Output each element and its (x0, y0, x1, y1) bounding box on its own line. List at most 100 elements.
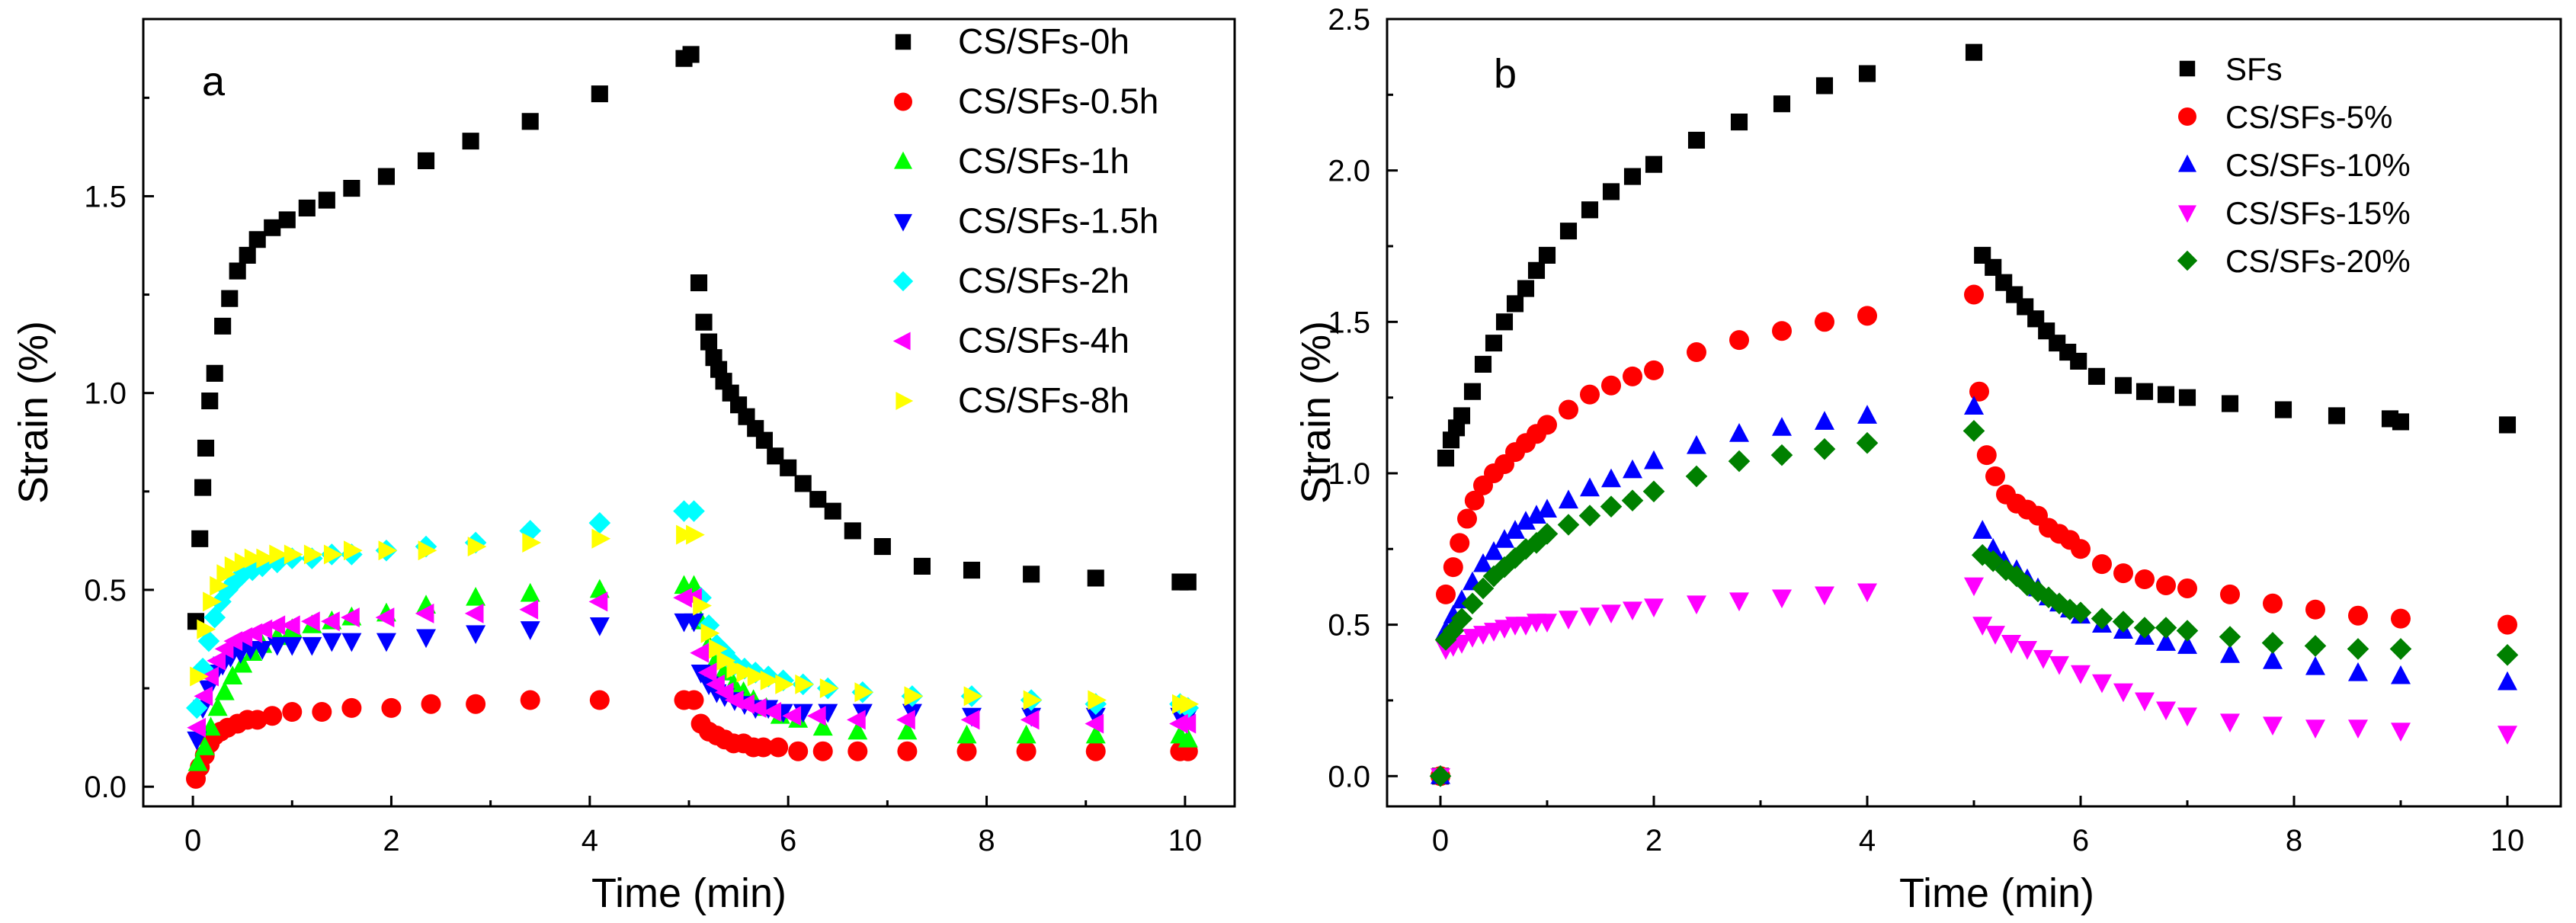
data-point-cs-sfs-5 (1464, 490, 1485, 511)
data-point-cs-sfs-5 (2135, 569, 2155, 590)
data-point-cs-sfs-10 (1495, 529, 1514, 548)
data-point-cs-sfs-0h (591, 85, 608, 103)
y-tick-label: 1.5 (84, 180, 127, 213)
y-tick-label: 1.0 (1328, 457, 1370, 491)
data-point-cs-sfs-10 (1687, 434, 1706, 454)
data-point-cs-sfs-4h (464, 603, 484, 623)
data-point-cs-sfs-15 (2498, 726, 2517, 745)
series-cs-sfs-20 (1429, 420, 2519, 787)
data-point-sfs (1463, 383, 1482, 400)
data-point-cs-sfs-20 (2219, 626, 2241, 648)
data-point-cs-sfs-1h (200, 716, 221, 736)
data-point-cs-sfs-0-5h (466, 694, 486, 714)
data-point-cs-sfs-5 (1580, 384, 1600, 405)
data-point-cs-sfs-1h (466, 586, 486, 606)
data-point-sfs (2498, 416, 2517, 434)
legend-marker-cs-sfs-8h (896, 392, 914, 410)
data-point-cs-sfs-20 (1621, 489, 1644, 512)
data-point-cs-sfs-5 (2498, 614, 2517, 635)
data-point-cs-sfs-20 (1642, 480, 1665, 503)
data-point-cs-sfs-4h (714, 682, 734, 703)
data-point-cs-sfs-0h (194, 479, 212, 496)
y-tick-label: 1.5 (1328, 306, 1370, 339)
data-point-cs-sfs-10 (1729, 423, 1749, 442)
legend-label-cs-sfs-1-5h: CS/SFs-1.5h (958, 201, 1158, 241)
legend-marker-cs-sfs-0-5h (894, 92, 912, 111)
data-point-cs-sfs-8h (854, 682, 874, 703)
data-point-cs-sfs-10 (2348, 662, 2368, 681)
legend-marker-cs-sfs-4h (892, 332, 911, 351)
data-point-cs-sfs-15 (1964, 577, 1984, 597)
data-point-cs-sfs-1h (1177, 728, 1198, 748)
data-point-cs-sfs-8h (819, 678, 839, 699)
data-point-cs-sfs-10 (1537, 498, 1557, 518)
data-point-cs-sfs-1-5h (322, 633, 342, 652)
data-point-cs-sfs-1-5h (267, 636, 287, 656)
data-point-cs-sfs-5 (1601, 375, 1621, 396)
data-point-cs-sfs-0-5h (421, 694, 441, 714)
data-point-sfs (1485, 335, 1503, 352)
panel-label-b: b (1494, 51, 1517, 97)
series-sfs (1431, 43, 2517, 785)
y-tick-label: 2.5 (1328, 3, 1370, 37)
data-point-cs-sfs-1-5h (252, 641, 273, 660)
y-tick-label: 2.0 (1328, 155, 1370, 188)
data-point-cs-sfs-10 (2305, 655, 2325, 675)
data-point-cs-sfs-0-5h (1016, 741, 1036, 761)
data-point-cs-sfs-20 (1461, 592, 1484, 615)
data-point-cs-sfs-0-5h (589, 690, 610, 710)
data-point-sfs (1730, 114, 1748, 131)
data-point-cs-sfs-15 (2049, 655, 2069, 675)
data-point-cs-sfs-15 (1815, 586, 1834, 606)
data-point-cs-sfs-8h (747, 666, 767, 687)
data-point-cs-sfs-8h (418, 540, 437, 561)
data-point-cs-sfs-5 (2071, 539, 2091, 559)
data-point-cs-sfs-15 (1772, 589, 1792, 609)
x-tick-label: 8 (978, 824, 995, 857)
data-point-sfs (2157, 386, 2175, 403)
legend-label-cs-sfs-5: CS/SFs-5% (2225, 99, 2392, 135)
data-point-cs-sfs-5 (1687, 342, 1706, 363)
data-point-cs-sfs-5 (2156, 575, 2176, 595)
data-point-cs-sfs-0-5h (812, 741, 833, 761)
data-point-cs-sfs-15 (2001, 635, 2021, 654)
data-point-sfs (1495, 313, 1514, 331)
data-point-cs-sfs-5 (1969, 381, 1989, 402)
data-point-cs-sfs-0h (824, 502, 841, 520)
data-point-sfs (2087, 367, 2106, 385)
data-point-cs-sfs-20 (1962, 420, 1985, 442)
series-cs-sfs-10 (1431, 396, 2517, 784)
data-point-sfs (1687, 131, 1706, 149)
data-point-cs-sfs-5 (1964, 284, 1984, 305)
data-point-sfs (1815, 77, 1834, 95)
data-point-cs-sfs-20 (1557, 514, 1580, 536)
data-point-cs-sfs-4h (697, 662, 717, 683)
data-point-sfs (2114, 377, 2132, 394)
data-point-cs-sfs-4h (375, 607, 395, 628)
data-point-cs-sfs-8h (190, 666, 209, 687)
data-point-cs-sfs-10 (1644, 450, 1664, 470)
data-point-cs-sfs-8h (256, 548, 276, 569)
data-point-cs-sfs-4h (415, 603, 434, 623)
data-point-cs-sfs-15 (2220, 713, 2240, 733)
data-point-cs-sfs-10 (1815, 411, 1834, 430)
data-point-cs-sfs-0h (780, 459, 797, 476)
x-tick-label: 6 (2072, 824, 2089, 857)
data-point-cs-sfs-20 (2304, 635, 2327, 657)
data-point-cs-sfs-20 (2347, 638, 2369, 660)
data-point-cs-sfs-0h (913, 557, 931, 575)
data-point-cs-sfs-1h (207, 697, 228, 716)
data-point-cs-sfs-15 (2391, 723, 2411, 742)
data-point-cs-sfs-0h (1087, 569, 1104, 587)
data-point-cs-sfs-1-5h (416, 629, 437, 649)
data-point-cs-sfs-4h (588, 591, 608, 612)
data-point-cs-sfs-0h (264, 219, 281, 236)
data-point-cs-sfs-0-5h (312, 702, 332, 723)
data-point-cs-sfs-1-5h (520, 621, 540, 640)
data-point-cs-sfs-1h (847, 720, 868, 740)
legend-b: SFs CS/SFs-5% CS/SFs-10% CS/SFs-15% CS/SFs-2… (2177, 51, 2411, 279)
legend-label-cs-sfs-2h: CS/SFs-2h (958, 261, 1129, 300)
data-point-cs-sfs-1h (520, 582, 540, 602)
data-point-cs-sfs-8h (693, 595, 712, 616)
y-tick-label: 1.0 (84, 377, 127, 411)
